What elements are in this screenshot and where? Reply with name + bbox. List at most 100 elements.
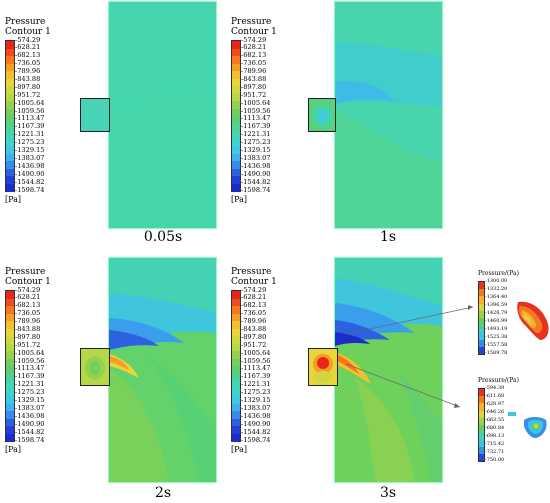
colorbar-cell	[6, 71, 14, 79]
colorbar-tick-label: -736.05	[241, 309, 267, 318]
colorbar-tick-label: -574.29	[15, 285, 41, 294]
colorbar-tick-label: -750.00	[485, 456, 505, 463]
colorbar-cell	[6, 291, 14, 299]
colorbar-tick-label: -1113.47	[241, 364, 271, 373]
colorbar-tick-label: -1396.59	[485, 301, 508, 308]
colorbar-tick-label: -1221.31	[15, 380, 45, 389]
colorbar-cell	[232, 313, 240, 322]
colorbar-tick-label: -789.96	[15, 317, 41, 326]
colorbar	[5, 40, 15, 192]
colorbar-cell	[6, 146, 14, 154]
colorbar-cell	[6, 131, 14, 139]
legend-title: Pressure	[5, 17, 46, 27]
colorbar-tick-label: -789.96	[15, 67, 41, 76]
colorbar-tick-label: -628.21	[241, 43, 267, 52]
colorbar-tick-label: -1544.82	[15, 177, 45, 186]
colorbar-cell	[232, 343, 240, 352]
colorbar-tick-label: -951.72	[15, 90, 41, 99]
colorbar-cell	[479, 339, 484, 348]
colorbar-cell	[6, 176, 14, 184]
inset-bottom: Pressure/(Pa) -594.39 -611.68 -628.97 -646.…	[478, 376, 550, 468]
colorbar-cell	[232, 161, 240, 169]
colorbar-cell	[6, 108, 14, 117]
colorbar-tick-label: -1059.56	[15, 356, 45, 365]
colorbar-cell	[6, 161, 14, 169]
colorbar-tick-label: -1383.07	[241, 153, 271, 162]
colorbar-cell	[232, 93, 240, 102]
legend-subtitle: Contour 1	[231, 277, 277, 287]
inset-colorbar	[478, 281, 485, 355]
colorbar-cell	[6, 358, 14, 367]
colorbar-cell	[6, 343, 14, 352]
fluid-domain	[334, 1, 443, 229]
colorbar-cell	[479, 389, 484, 397]
colorbar-tick-label: -574.29	[241, 35, 267, 44]
colorbar-tick-label: -1059.56	[241, 356, 271, 365]
inset-colorbar	[478, 388, 485, 462]
inset-contour-shape	[517, 301, 549, 340]
colorbar-tick-label: -1436.98	[15, 161, 45, 170]
panel-3s: Pressure Contour 1 -574.29 -628.21 -682.13…	[228, 252, 550, 503]
colorbar-tick-label: -1167.39	[241, 372, 271, 381]
colorbar-cell	[232, 306, 240, 314]
colorbar-tick-label: -1460.99	[485, 317, 508, 324]
colorbar-cell	[479, 296, 484, 305]
inset-title: Pressure/(Pa)	[478, 377, 519, 384]
colorbar-cell	[479, 432, 484, 440]
legend-unit: [Pa]	[5, 445, 22, 454]
panel-caption: 1s	[379, 229, 397, 245]
colorbar-cell	[479, 289, 484, 297]
colorbar-cell	[6, 321, 14, 329]
colorbar-tick-label: -1329.15	[15, 396, 45, 405]
panel-1s: Pressure Contour 1 -574.29 -628.21 -682.13…	[228, 0, 503, 250]
colorbar-tick-label: -1493.19	[485, 325, 508, 332]
colorbar	[5, 290, 15, 442]
inlet-box	[80, 98, 110, 132]
colorbar-tick-label: -1490.90	[241, 419, 271, 428]
colorbar-tick-label: -594.39	[485, 384, 505, 391]
colorbar-cell	[6, 93, 14, 102]
colorbar-tick-label: -574.29	[241, 285, 267, 294]
colorbar-cell	[479, 439, 484, 448]
colorbar-tick-label: -1490.90	[241, 169, 271, 178]
colorbar-cell	[479, 410, 484, 419]
colorbar-tick-label: -1113.47	[15, 114, 45, 123]
colorbar-cell	[479, 425, 484, 433]
colorbar-tick-label: -1544.82	[241, 177, 271, 186]
colorbar-tick-label: -628.97	[485, 400, 505, 407]
colorbar-tick-label: -1005.64	[241, 98, 271, 107]
colorbar-tick-label: -646.26	[485, 408, 505, 415]
colorbar-tick-label: -1167.39	[15, 122, 45, 131]
colorbar-tick-label: -628.21	[241, 293, 267, 302]
colorbar-cell	[6, 351, 14, 359]
colorbar-cell	[6, 313, 14, 322]
colorbar-cell	[232, 336, 240, 344]
colorbar-cell	[232, 123, 240, 132]
colorbar-cell	[232, 138, 240, 147]
colorbar-tick-label: -732.71	[485, 448, 505, 455]
colorbar-cell	[6, 123, 14, 132]
colorbar-tick-label: -1544.82	[241, 427, 271, 436]
colorbar-cell	[232, 41, 240, 49]
colorbar-tick-label: -1221.31	[241, 130, 271, 139]
legend-title: Pressure	[231, 17, 272, 27]
colorbar-cell	[232, 366, 240, 374]
colorbar-tick-label: -951.72	[241, 340, 267, 349]
colorbar-tick-label: -1275.23	[241, 138, 271, 147]
colorbar-cell	[479, 303, 484, 312]
colorbar-cell	[232, 101, 240, 109]
colorbar-tick-label: -897.80	[241, 332, 267, 341]
colorbar-tick-label: -1544.82	[15, 427, 45, 436]
colorbar-tick-label: -1525.38	[485, 333, 508, 340]
inlet-box	[308, 348, 338, 386]
colorbar-cell	[232, 321, 240, 329]
colorbar-tick-label: -574.29	[15, 35, 41, 44]
legend-unit: [Pa]	[231, 445, 248, 454]
colorbar-cell	[6, 78, 14, 87]
colorbar-cell	[232, 373, 240, 382]
colorbar-tick-label: -843.88	[241, 324, 267, 333]
colorbar-tick-label: -843.88	[15, 324, 41, 333]
colorbar-tick-label: -1167.39	[15, 372, 45, 381]
inlet-box	[80, 348, 110, 386]
